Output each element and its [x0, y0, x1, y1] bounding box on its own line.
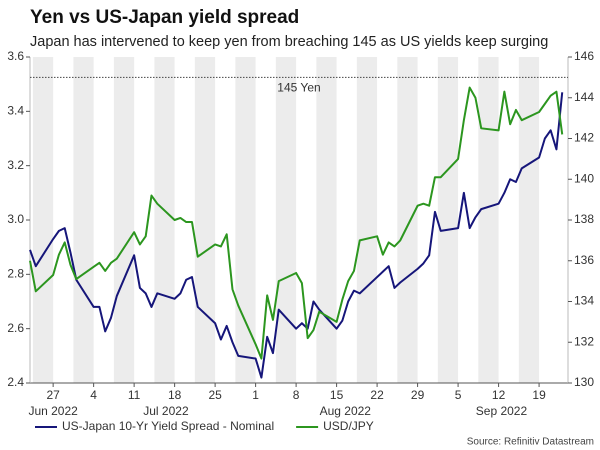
week-band: [194, 57, 216, 383]
y-tick-label: 2.4: [7, 375, 24, 389]
week-band: [275, 57, 297, 383]
chart-subtitle: Japan has intervened to keep yen from br…: [30, 34, 548, 50]
week-band: [356, 57, 378, 383]
y2-tick-label: 146: [574, 49, 594, 63]
y2-tick-label: 140: [574, 171, 594, 185]
week-band: [154, 57, 175, 383]
x-tick-label: 22: [370, 388, 384, 402]
y2-tick-label: 144: [574, 90, 594, 104]
y2-tick-label: 132: [574, 334, 594, 348]
x-tick-label: 18: [168, 388, 182, 402]
y-tick-label: 3.0: [7, 212, 24, 226]
series-line: [29, 92, 564, 379]
y2-tick-label: 136: [574, 253, 594, 267]
source: Source: Refinitiv Datastream: [467, 437, 594, 448]
x-tick-label: 19: [532, 388, 546, 402]
y-tick-label: 3.2: [7, 158, 24, 172]
week-band: [235, 57, 256, 383]
x-tick-label: 4: [90, 388, 97, 402]
x-tick-label: 8: [293, 388, 300, 402]
week-band: [32, 57, 54, 383]
x-tick-label: 27: [46, 388, 60, 402]
y2-tick-label: 134: [574, 294, 594, 308]
y-tick-label: 3.6: [7, 49, 24, 63]
x-tick-label: 11: [128, 388, 141, 402]
month-label: Jun 2022: [28, 404, 78, 418]
reference-label: 145 Yen: [277, 81, 320, 95]
month-label: Jul 2022: [143, 404, 189, 418]
x-tick-label: 29: [411, 388, 425, 402]
week-band: [397, 57, 418, 383]
series-line: [29, 86, 564, 360]
x-tick-label: 15: [330, 388, 344, 402]
y-tick-label: 2.8: [7, 267, 24, 281]
chart-title: Yen vs US-Japan yield spread: [30, 7, 299, 28]
y2-tick-label: 138: [574, 212, 594, 226]
week-band: [113, 57, 135, 383]
week-band: [478, 57, 499, 383]
month-label: Aug 2022: [320, 404, 372, 418]
legend-label: US-Japan 10-Yr Yield Spread - Nominal: [62, 419, 274, 433]
week-band: [316, 57, 337, 383]
month-label: Sep 2022: [476, 404, 528, 418]
y2-tick-label: 130: [574, 375, 594, 389]
legend-label: USD/JPY: [323, 419, 374, 433]
y2-tick-label: 142: [574, 131, 594, 145]
x-tick-label: 1: [252, 388, 259, 402]
x-tick-label: 25: [208, 388, 222, 402]
week-band: [518, 57, 540, 383]
x-tick-label: 5: [455, 388, 462, 402]
y-tick-label: 2.6: [7, 321, 24, 335]
x-tick-label: 12: [492, 388, 506, 402]
week-band: [73, 57, 94, 383]
y-tick-label: 3.4: [7, 104, 24, 118]
week-band: [437, 57, 459, 383]
